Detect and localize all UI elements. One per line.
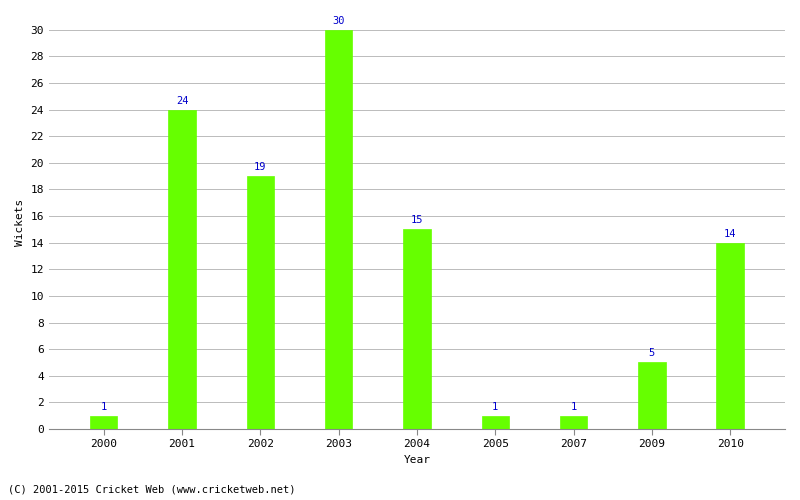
Bar	[90, 416, 118, 429]
Text: 15: 15	[410, 216, 423, 226]
Bar	[168, 110, 196, 429]
Bar	[717, 242, 744, 429]
Bar	[560, 416, 587, 429]
Bar	[325, 30, 352, 429]
X-axis label: Year: Year	[403, 455, 430, 465]
Text: 5: 5	[649, 348, 655, 358]
Text: 1: 1	[492, 402, 498, 411]
Text: 30: 30	[333, 16, 345, 26]
Text: 19: 19	[254, 162, 266, 172]
Text: 1: 1	[101, 402, 107, 411]
Bar	[482, 416, 509, 429]
Text: 1: 1	[570, 402, 577, 411]
Bar	[403, 230, 430, 429]
Text: (C) 2001-2015 Cricket Web (www.cricketweb.net): (C) 2001-2015 Cricket Web (www.cricketwe…	[8, 485, 295, 495]
Text: 14: 14	[724, 228, 737, 238]
Bar	[246, 176, 274, 429]
Text: 24: 24	[176, 96, 188, 106]
Y-axis label: Wickets: Wickets	[15, 199, 25, 246]
Bar	[638, 362, 666, 429]
